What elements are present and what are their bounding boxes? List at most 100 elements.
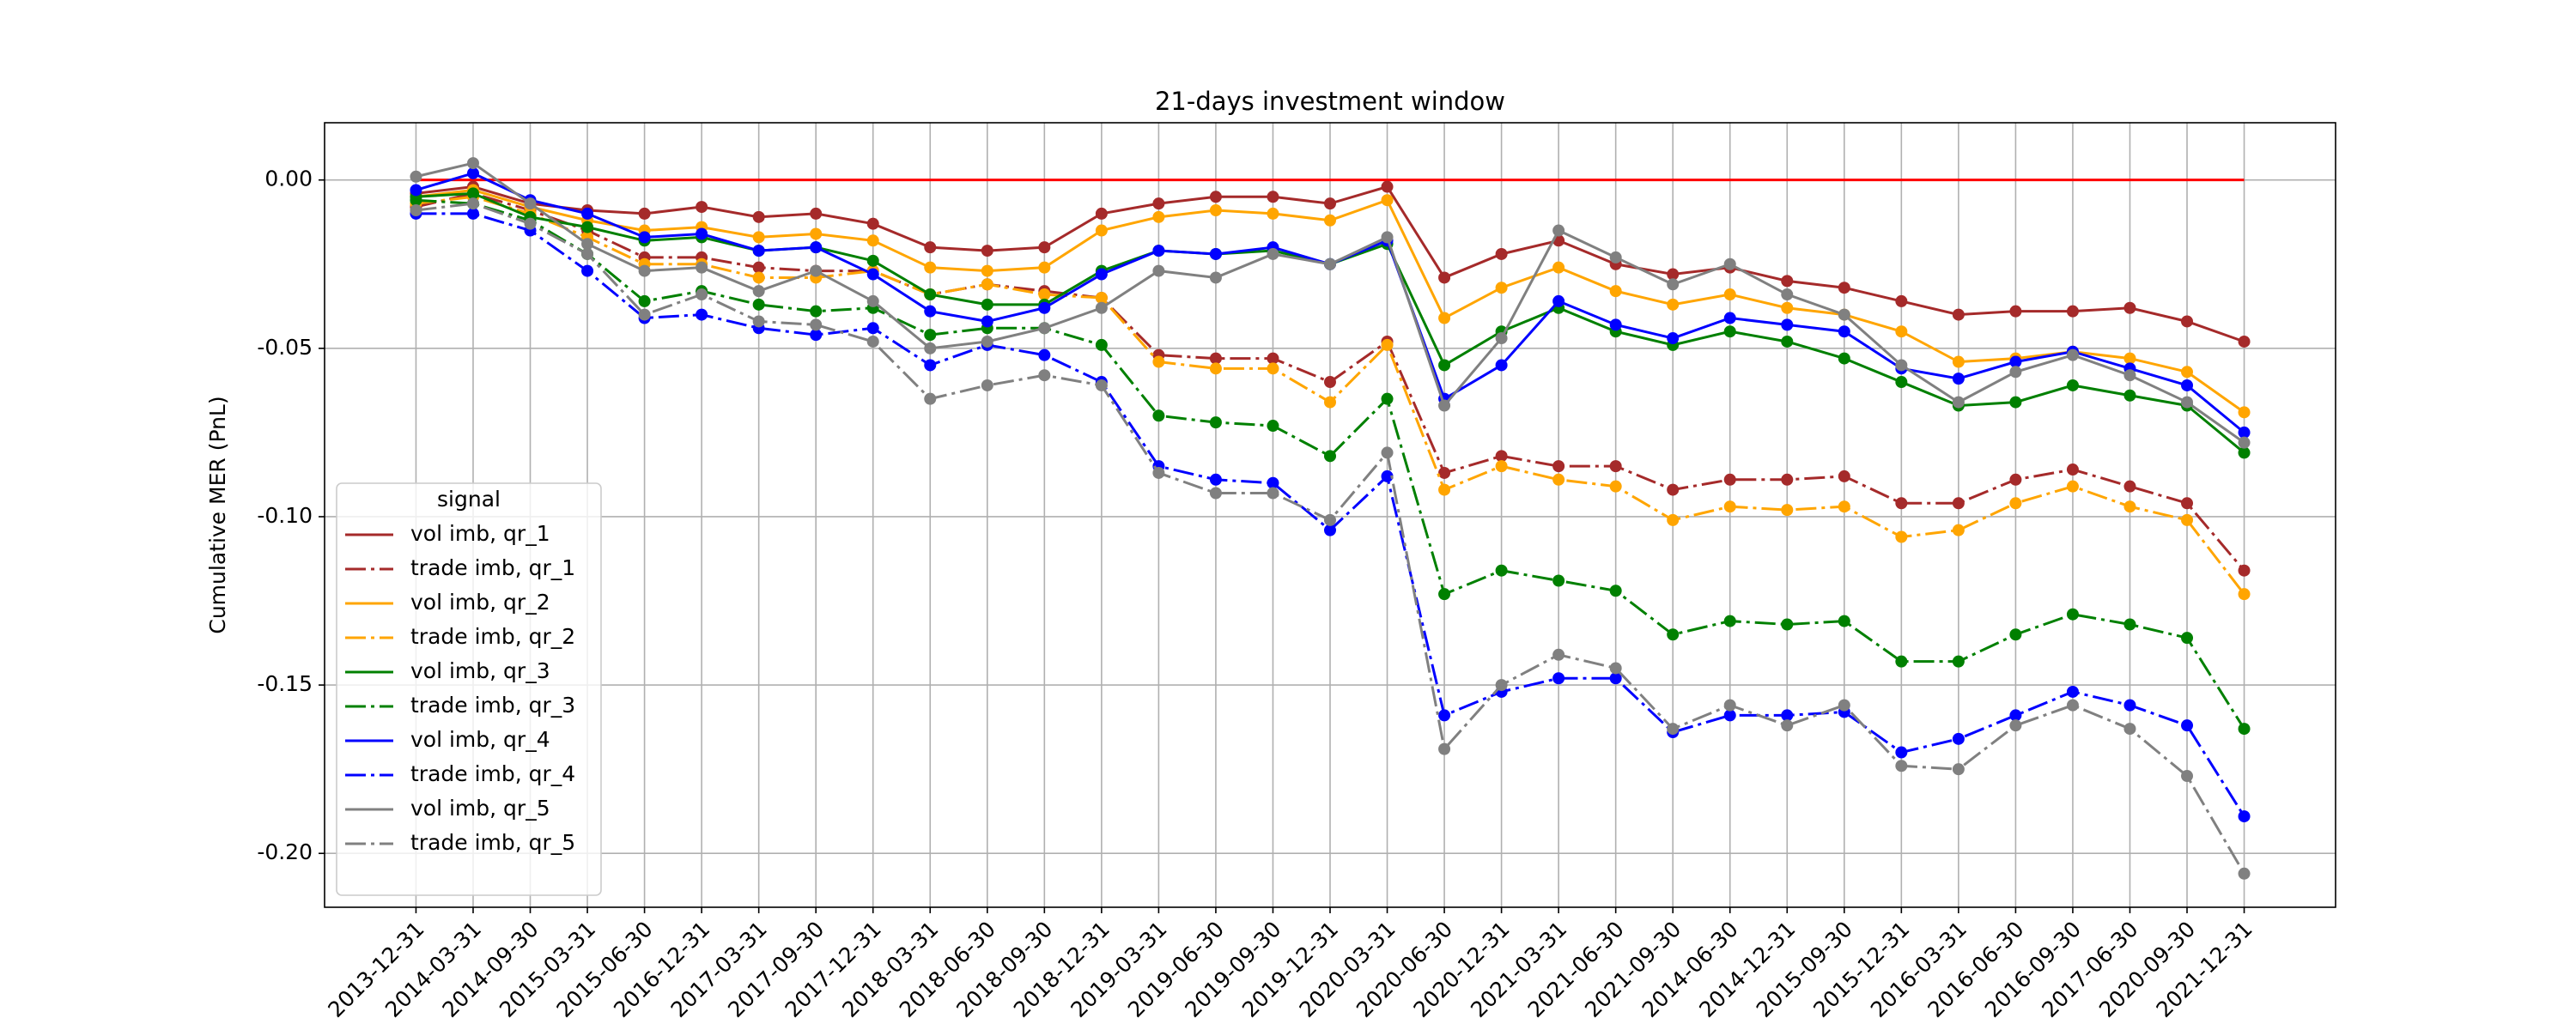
y-tick-label: 0.00 xyxy=(264,167,313,191)
data-point xyxy=(1552,294,1565,307)
data-point xyxy=(1952,732,1965,745)
data-point xyxy=(1838,615,1850,627)
data-point xyxy=(924,392,937,405)
data-point xyxy=(1552,224,1565,237)
data-point xyxy=(752,285,765,298)
data-point xyxy=(981,379,993,391)
data-point xyxy=(2238,810,2251,823)
data-point xyxy=(1838,308,1850,321)
data-point xyxy=(1267,487,1279,500)
data-point xyxy=(1495,679,1508,692)
legend-label: vol imb, qr_3 xyxy=(410,658,550,683)
data-point xyxy=(924,305,937,318)
data-point xyxy=(1609,460,1622,473)
data-point xyxy=(1723,473,1736,486)
data-point xyxy=(924,261,937,274)
data-point xyxy=(1324,396,1336,409)
data-point xyxy=(1667,628,1680,641)
data-point xyxy=(466,157,479,170)
data-point xyxy=(1552,574,1565,587)
data-point xyxy=(696,288,708,301)
data-point xyxy=(2181,632,2194,645)
data-point xyxy=(1609,662,1622,675)
data-point xyxy=(2181,770,2194,783)
data-point xyxy=(1952,308,1965,321)
data-point xyxy=(1552,648,1565,661)
data-point xyxy=(810,305,823,318)
data-point xyxy=(866,322,879,335)
data-point xyxy=(810,318,823,331)
data-point xyxy=(1324,376,1336,389)
data-point xyxy=(2123,480,2136,493)
data-point xyxy=(752,298,765,311)
data-point xyxy=(981,245,993,258)
data-point xyxy=(1095,291,1108,304)
data-point xyxy=(524,197,537,210)
data-point xyxy=(1667,513,1680,526)
data-point xyxy=(1209,203,1222,216)
data-point xyxy=(2066,480,2079,493)
data-point xyxy=(696,201,708,214)
data-point xyxy=(1781,301,1794,314)
data-point xyxy=(1381,446,1394,459)
data-point xyxy=(1438,742,1451,755)
data-point xyxy=(2066,685,2079,698)
data-point xyxy=(1267,352,1279,365)
data-point xyxy=(1552,672,1565,685)
data-point xyxy=(1552,473,1565,486)
data-point xyxy=(1952,763,1965,776)
data-point xyxy=(1381,194,1394,207)
data-point xyxy=(1495,359,1508,372)
legend-label: trade imb, qr_1 xyxy=(410,555,575,580)
data-point xyxy=(810,227,823,240)
data-point xyxy=(1895,325,1908,338)
data-point xyxy=(981,298,993,311)
data-point xyxy=(581,247,594,260)
data-point xyxy=(1152,264,1165,277)
data-point xyxy=(2123,352,2136,365)
data-point xyxy=(1152,409,1165,422)
data-point xyxy=(1895,294,1908,307)
data-point xyxy=(638,294,651,307)
data-point xyxy=(1495,564,1508,577)
data-point xyxy=(1723,500,1736,513)
legend-label: vol imb, qr_5 xyxy=(410,796,550,821)
data-point xyxy=(1438,483,1451,496)
data-point xyxy=(1552,460,1565,473)
data-point xyxy=(2123,723,2136,736)
y-tick-label: -0.20 xyxy=(257,839,313,864)
data-point xyxy=(2066,379,2079,391)
data-point xyxy=(752,271,765,284)
data-point xyxy=(1438,588,1451,601)
data-point xyxy=(1838,699,1850,712)
data-point xyxy=(1152,245,1165,258)
data-point xyxy=(1095,301,1108,314)
data-point xyxy=(696,261,708,274)
data-point xyxy=(1667,268,1680,281)
data-point xyxy=(866,234,879,247)
data-point xyxy=(1324,214,1336,227)
data-point xyxy=(866,217,879,230)
data-point xyxy=(2238,867,2251,880)
data-point xyxy=(581,238,594,251)
data-point xyxy=(1838,470,1850,482)
data-point xyxy=(2238,446,2251,459)
data-point xyxy=(810,241,823,254)
data-point xyxy=(1324,197,1336,210)
data-point xyxy=(1495,282,1508,294)
data-point xyxy=(2181,513,2194,526)
chart-title: 21-days investment window xyxy=(1155,87,1505,116)
data-point xyxy=(1209,247,1222,260)
data-point xyxy=(638,231,651,244)
data-point xyxy=(696,308,708,321)
data-point xyxy=(2181,719,2194,732)
data-point xyxy=(866,254,879,267)
data-point xyxy=(2066,699,2079,712)
data-point xyxy=(1723,325,1736,338)
data-point xyxy=(1495,247,1508,260)
data-point xyxy=(1267,191,1279,203)
data-point xyxy=(1038,369,1051,382)
data-point xyxy=(810,329,823,342)
data-point xyxy=(1381,338,1394,351)
